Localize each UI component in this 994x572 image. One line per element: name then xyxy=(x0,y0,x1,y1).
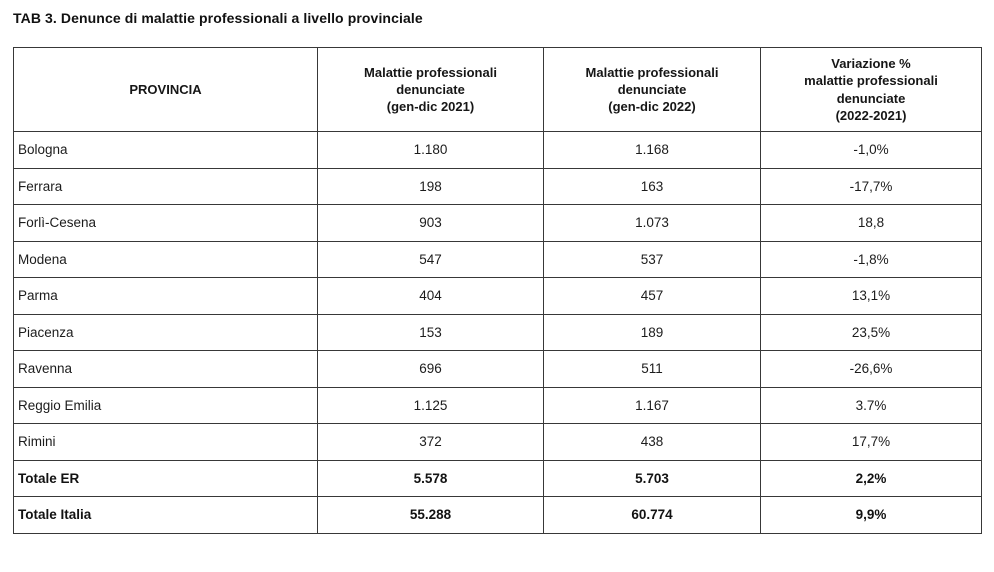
cell-denunciate-2021: 1.125 xyxy=(317,386,544,424)
cell-denunciate-2022: 511 xyxy=(543,350,761,388)
table-title: TAB 3. Denunce di malattie professionali… xyxy=(13,10,423,26)
table-row-ferrara: Ferrara 198 163 -17,7% xyxy=(13,167,982,205)
table-row-totale-italia: Totale Italia 55.288 60.774 9,9% xyxy=(13,496,982,534)
cell-denunciate-2021: 198 xyxy=(317,167,544,205)
cell-denunciate-2022: 60.774 xyxy=(543,496,761,534)
cell-variazione: 17,7% xyxy=(760,423,982,461)
table-row-modena: Modena 547 537 -1,8% xyxy=(13,240,982,278)
cell-provincia: Parma xyxy=(13,277,318,315)
cell-provincia: Piacenza xyxy=(13,313,318,351)
cell-variazione: 2,2% xyxy=(760,459,982,497)
header-row: PROVINCIA Malattie professionali denunci… xyxy=(13,47,982,132)
cell-provincia: Ravenna xyxy=(13,350,318,388)
cell-denunciate-2022: 189 xyxy=(543,313,761,351)
cell-variazione: -17,7% xyxy=(760,167,982,205)
cell-denunciate-2022: 163 xyxy=(543,167,761,205)
cell-denunciate-2022: 5.703 xyxy=(543,459,761,497)
table-row-piacenza: Piacenza 153 189 23,5% xyxy=(13,313,982,351)
cell-provincia: Modena xyxy=(13,240,318,278)
cell-variazione: 23,5% xyxy=(760,313,982,351)
cell-denunciate-2022: 537 xyxy=(543,240,761,278)
cell-denunciate-2022: 1.073 xyxy=(543,204,761,242)
cell-provincia: Forlì-Cesena xyxy=(13,204,318,242)
col-header-variazione: Variazione % malattie professionali denu… xyxy=(760,47,982,132)
cell-provincia: Bologna xyxy=(13,131,318,169)
cell-denunciate-2021: 903 xyxy=(317,204,544,242)
cell-denunciate-2021: 372 xyxy=(317,423,544,461)
cell-denunciate-2021: 5.578 xyxy=(317,459,544,497)
cell-denunciate-2021: 547 xyxy=(317,240,544,278)
cell-provincia: Ferrara xyxy=(13,167,318,205)
col-header-denunciate-2021: Malattie professionali denunciate (gen-d… xyxy=(317,47,544,132)
cell-denunciate-2022: 1.168 xyxy=(543,131,761,169)
cell-variazione: -1,0% xyxy=(760,131,982,169)
table-row-totale-er: Totale ER 5.578 5.703 2,2% xyxy=(13,459,982,497)
cell-provincia: Reggio Emilia xyxy=(13,386,318,424)
provinces-table: PROVINCIA Malattie professionali denunci… xyxy=(13,47,982,534)
table-row-forli-cesena: Forlì-Cesena 903 1.073 18,8 xyxy=(13,204,982,242)
cell-denunciate-2022: 1.167 xyxy=(543,386,761,424)
cell-variazione: -26,6% xyxy=(760,350,982,388)
cell-denunciate-2022: 438 xyxy=(543,423,761,461)
cell-variazione: 18,8 xyxy=(760,204,982,242)
cell-denunciate-2022: 457 xyxy=(543,277,761,315)
cell-denunciate-2021: 153 xyxy=(317,313,544,351)
cell-provincia: Totale Italia xyxy=(13,496,318,534)
cell-denunciate-2021: 696 xyxy=(317,350,544,388)
cell-variazione: 13,1% xyxy=(760,277,982,315)
table-row-rimini: Rimini 372 438 17,7% xyxy=(13,423,982,461)
cell-variazione: 3.7% xyxy=(760,386,982,424)
table-row-ravenna: Ravenna 696 511 -26,6% xyxy=(13,350,982,388)
col-header-denunciate-2022: Malattie professionali denunciate (gen-d… xyxy=(543,47,761,132)
cell-variazione: -1,8% xyxy=(760,240,982,278)
table-row-parma: Parma 404 457 13,1% xyxy=(13,277,982,315)
cell-variazione: 9,9% xyxy=(760,496,982,534)
cell-provincia: Totale ER xyxy=(13,459,318,497)
table-row-reggio-emilia: Reggio Emilia 1.125 1.167 3.7% xyxy=(13,386,982,424)
col-header-provincia: PROVINCIA xyxy=(13,47,318,132)
cell-denunciate-2021: 55.288 xyxy=(317,496,544,534)
table-row-bologna: Bologna 1.180 1.168 -1,0% xyxy=(13,131,982,169)
cell-denunciate-2021: 1.180 xyxy=(317,131,544,169)
cell-denunciate-2021: 404 xyxy=(317,277,544,315)
cell-provincia: Rimini xyxy=(13,423,318,461)
